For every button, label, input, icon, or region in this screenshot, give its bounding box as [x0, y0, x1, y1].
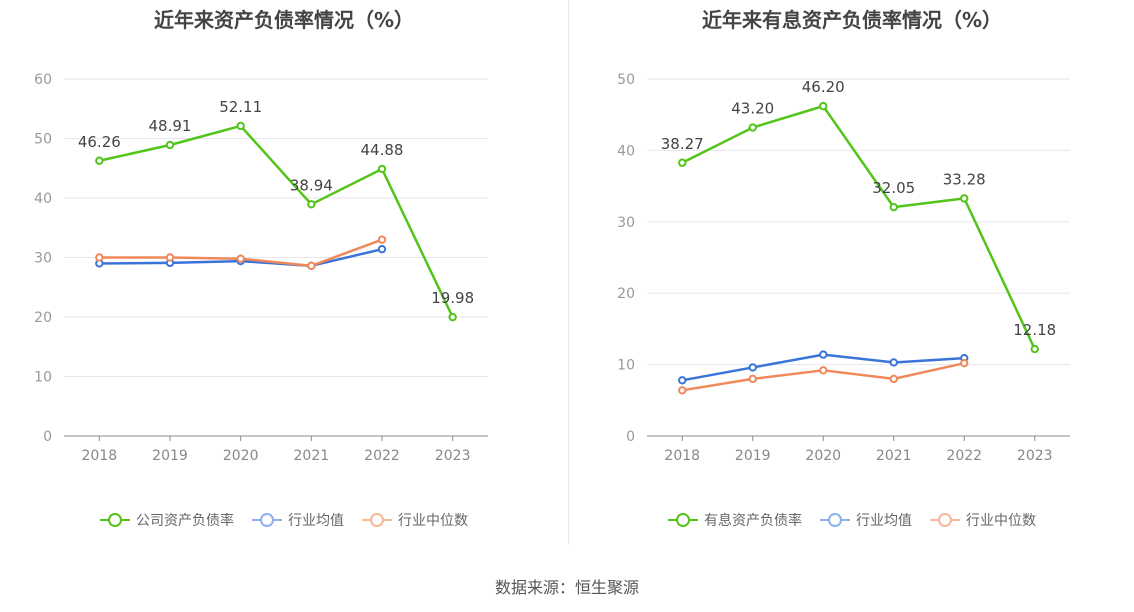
- data-point: [377, 164, 387, 174]
- data-point: [165, 253, 175, 262]
- data-point: [165, 140, 175, 150]
- data-label: 38.27: [661, 135, 704, 153]
- line-chart: 0 10 20 30 40 50 60 2018 2019 2020 2021 2022 2023 46.…: [34, 72, 488, 464]
- data-point: [889, 202, 898, 212]
- data-point: [95, 253, 104, 262]
- y-tick-label: 10: [617, 358, 635, 374]
- x-tick-label: 2021: [294, 448, 330, 464]
- x-tick-label: 2023: [435, 448, 471, 464]
- data-point: [889, 358, 898, 367]
- legend-swatch: [820, 512, 850, 528]
- data-point: [960, 194, 969, 203]
- legend-swatch: [100, 512, 130, 528]
- chart-title: 近年来资产负债率情况（%）: [153, 8, 415, 32]
- x-tick-label: 2023: [1017, 448, 1053, 464]
- x-tick-label: 2019: [152, 448, 188, 464]
- data-label: 38.94: [290, 176, 333, 194]
- x-tick-label: 2022: [946, 448, 982, 464]
- data-label: 48.91: [149, 117, 192, 135]
- data-point: [448, 312, 457, 322]
- data-point: [377, 235, 387, 244]
- legend-label: 行业均值: [288, 513, 344, 529]
- data-label: 46.26: [78, 133, 121, 151]
- data-point: [95, 156, 104, 165]
- legend-item[interactable]: 公司资产负债率: [100, 510, 234, 530]
- data-point: [1030, 344, 1039, 354]
- data-label: 12.18: [1013, 321, 1056, 339]
- data-point: [678, 386, 687, 395]
- y-tick-label: 10: [34, 370, 52, 386]
- chart-panel-left: 近年来资产负债率情况（%） 0 10 20 30 40 50 60 2018 2019 2020 2…: [0, 0, 568, 560]
- data-point: [236, 254, 245, 263]
- data-point: [889, 374, 898, 384]
- line-chart: 0 10 20 30 40 50 2018 2019 2020 2021 2022 2023 38.27…: [617, 72, 1070, 464]
- legend-label: 行业中位数: [966, 513, 1036, 529]
- y-tick-label: 30: [34, 251, 52, 267]
- series-line: [99, 124, 454, 318]
- y-tick-label: 30: [617, 215, 635, 231]
- legend-swatch: [668, 512, 698, 528]
- legend-swatch: [930, 512, 960, 528]
- legend-label: 公司资产负债率: [136, 513, 234, 529]
- y-tick-label: 50: [617, 72, 635, 88]
- x-tick-label: 2020: [805, 448, 841, 464]
- data-label: 46.20: [802, 78, 845, 96]
- data-point: [678, 158, 687, 167]
- data-point: [748, 123, 757, 132]
- data-point: [236, 121, 245, 131]
- data-point: [307, 261, 316, 271]
- data-point: [377, 244, 387, 254]
- data-point: [307, 200, 316, 209]
- data-point: [819, 366, 828, 375]
- data-label: 32.05: [872, 179, 915, 197]
- legend-swatch: [252, 512, 282, 528]
- data-label: 44.88: [361, 141, 404, 159]
- data-label: 19.98: [431, 289, 474, 307]
- data-point: [748, 374, 757, 384]
- y-tick-label: 20: [617, 286, 635, 302]
- legend-label: 行业均值: [856, 513, 912, 529]
- data-label: 52.11: [219, 98, 262, 116]
- y-tick-label: 0: [626, 429, 635, 445]
- data-point: [678, 376, 687, 385]
- legend-item[interactable]: 有息资产负债率: [668, 510, 802, 530]
- x-tick-label: 2021: [876, 448, 912, 464]
- chart-title: 近年来有息资产负债率情况（%）: [701, 8, 1003, 32]
- data-label: 33.28: [943, 170, 986, 188]
- series-line: [681, 104, 1036, 350]
- data-point: [819, 350, 828, 359]
- data-source: 数据来源：恒生聚源: [494, 578, 639, 597]
- legend-label: 有息资产负债率: [704, 513, 802, 529]
- y-tick-label: 0: [43, 429, 52, 445]
- y-tick-label: 60: [34, 72, 52, 88]
- data-point: [748, 363, 757, 372]
- legend: 公司资产负债率 行业均值 行业中位数: [0, 510, 568, 530]
- data-label: 43.20: [731, 100, 774, 118]
- x-tick-label: 2018: [82, 448, 118, 464]
- chart-panel-right: 近年来有息资产负债率情况（%） 0 10 20 30 40 50 2018 2019 2020 2…: [570, 0, 1134, 560]
- x-tick-label: 2020: [223, 448, 259, 464]
- y-tick-label: 40: [617, 143, 635, 159]
- legend-item[interactable]: 行业中位数: [930, 510, 1036, 530]
- legend-label: 行业中位数: [398, 513, 468, 529]
- x-tick-label: 2019: [735, 448, 771, 464]
- x-tick-label: 2022: [364, 448, 400, 464]
- legend-swatch: [362, 512, 392, 528]
- data-point: [960, 358, 969, 368]
- y-tick-label: 40: [34, 191, 52, 207]
- legend-item[interactable]: 行业均值: [820, 510, 912, 530]
- legend: 有息资产负债率 行业均值 行业中位数: [570, 510, 1134, 530]
- legend-item[interactable]: 行业均值: [252, 510, 344, 530]
- data-point: [819, 101, 828, 111]
- y-tick-label: 20: [34, 310, 52, 326]
- x-tick-label: 2018: [664, 448, 700, 464]
- panel-divider: [568, 0, 569, 545]
- y-tick-label: 50: [34, 132, 52, 148]
- legend-item[interactable]: 行业中位数: [362, 510, 468, 530]
